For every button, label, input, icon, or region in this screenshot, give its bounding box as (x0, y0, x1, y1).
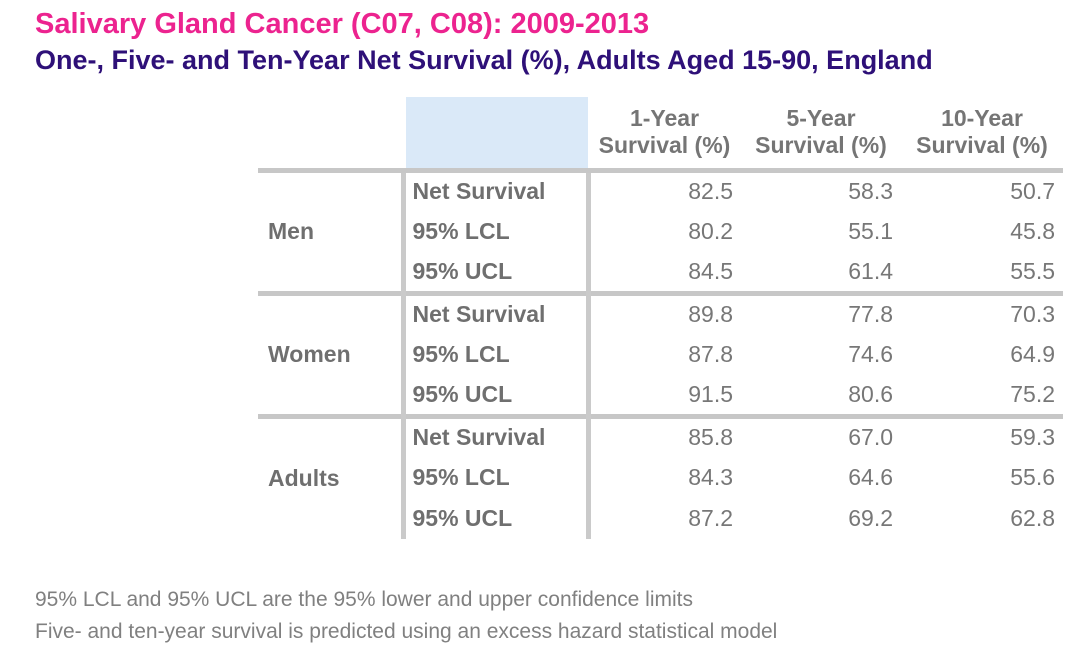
column-header-line2: Survival (%) (755, 132, 887, 159)
row-label: Net Survival (400, 170, 591, 211)
value-cell: 74.6 (848, 341, 893, 367)
column-header-10-year: 10-Year Survival (%) (901, 97, 1063, 173)
value-cell: 80.6 (848, 380, 893, 407)
value-cell: 87.8 (688, 341, 733, 367)
row-label: 95% LCL (400, 211, 591, 252)
value-cell: 82.5 (688, 178, 733, 205)
value-cell: 80.2 (688, 218, 733, 244)
page-title: Salivary Gland Cancer (C07, C08): 2009-2… (35, 8, 650, 40)
survival-table: 1-Year Survival (%) 5-Year Survival (%) … (258, 97, 1063, 539)
table-row: 95% LCL 87.8 74.6 64.9 (258, 334, 1063, 375)
table-row: 95% UCL 91.5 80.6 75.2 (258, 375, 1063, 416)
column-header-line1: 10-Year (941, 105, 1023, 132)
value-cell: 55.6 (1010, 464, 1055, 490)
column-header-line2: Survival (%) (598, 132, 731, 159)
column-header-line2: Survival (%) (916, 132, 1048, 159)
group-label-men: Men (268, 218, 314, 244)
value-cell: 67.0 (741, 413, 901, 457)
row-label: 95% UCL (400, 375, 591, 416)
table-row: 95% LCL 84.3 64.6 55.6 (258, 457, 1063, 498)
group-label-adults: Adults (258, 413, 403, 539)
value-cell: 77.8 (741, 290, 901, 334)
group-section-adults: Adults Net Survival 85.8 67.0 59.3 95% L… (258, 413, 1063, 539)
value-cell: 87.2 (688, 505, 733, 531)
value-cell: 61.4 (848, 257, 893, 284)
page-subtitle: One-, Five- and Ten-Year Net Survival (%… (35, 45, 933, 75)
value-cell: 58.3 (848, 178, 893, 205)
value-cell: 59.3 (901, 413, 1063, 457)
value-cell: 91.5 (688, 380, 733, 407)
column-header-line1: 5-Year (786, 105, 856, 132)
value-cell: 84.5 (688, 257, 733, 284)
table-row: Men Net Survival 82.5 58.3 50.7 (258, 170, 1063, 244)
value-cell: 69.2 (848, 505, 893, 531)
value-cell: 89.8 (588, 290, 741, 334)
table-row: 95% UCL 84.5 61.4 55.5 (258, 252, 1063, 293)
value-cell: 62.8 (1010, 505, 1055, 531)
column-header-5-year: 5-Year Survival (%) (741, 97, 901, 173)
column-header-line1: 1-Year (629, 105, 700, 132)
value-cell: 45.8 (1010, 218, 1055, 244)
group-section-women: Women Net Survival 89.8 77.8 70.3 95% LC… (258, 290, 1063, 416)
table-row: Adults Net Survival 85.8 67.0 59.3 (258, 413, 1063, 539)
row-label: Net Survival (400, 290, 591, 334)
table-corner-cell (258, 97, 403, 173)
table-header: 1-Year Survival (%) 5-Year Survival (%) … (258, 97, 1063, 173)
row-label: 95% UCL (400, 498, 591, 539)
row-label: 95% LCL (400, 334, 591, 375)
value-cell: 84.3 (688, 464, 733, 490)
table-row: 95% LCL 80.2 55.1 45.8 (258, 211, 1063, 252)
value-cell: 75.2 (1010, 380, 1055, 407)
column-header-1-year: 1-Year Survival (%) (588, 97, 741, 173)
value-cell: 64.9 (1010, 341, 1055, 367)
table-row: 95% UCL 87.2 69.2 62.8 (258, 498, 1063, 539)
value-cell: 55.1 (848, 218, 893, 244)
footnote-excess-hazard-model: Five- and ten-year survival is predicted… (35, 620, 778, 643)
metric-header-highlight-cell (400, 97, 588, 173)
value-cell: 64.6 (848, 464, 893, 490)
group-section-men: Men Net Survival 82.5 58.3 50.7 95% LCL … (258, 170, 1063, 293)
value-cell: 50.7 (1010, 178, 1055, 205)
row-label: 95% LCL (400, 457, 591, 498)
value-cell: 55.5 (1010, 257, 1055, 284)
footnotes: 95% LCL and 95% UCL are the 95% lower an… (35, 584, 777, 648)
footnote-confidence-limits: 95% LCL and 95% UCL are the 95% lower an… (35, 588, 693, 611)
value-cell: 85.8 (588, 413, 741, 457)
table-row: Women Net Survival 89.8 77.8 70.3 (258, 290, 1063, 416)
row-label: Net Survival (400, 413, 591, 457)
group-label-women: Women (258, 290, 403, 416)
value-cell: 70.3 (901, 290, 1063, 334)
row-label: 95% UCL (400, 252, 591, 293)
